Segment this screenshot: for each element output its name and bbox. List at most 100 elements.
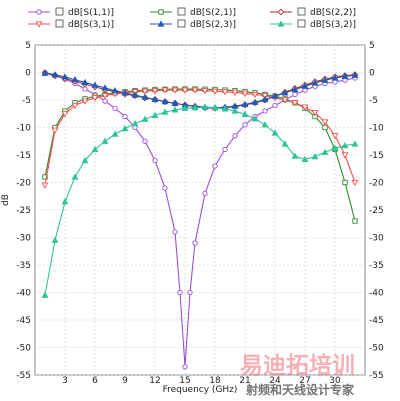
legend-checkbox[interactable] (177, 19, 186, 28)
data-point (351, 71, 359, 78)
data-point (311, 153, 319, 160)
data-point (181, 87, 189, 94)
data-point (161, 87, 169, 94)
y-ticks-right: 5 0 -5 -10 -15 -20 -25 -30 -35 -40 -45 -50 -55 (369, 41, 384, 381)
data-point (311, 109, 319, 117)
data-point (277, 20, 285, 27)
legend-checkbox[interactable] (297, 19, 306, 28)
data-point (181, 104, 189, 111)
series-4 (41, 87, 359, 189)
legend-item: dB[S(2,1)] (150, 7, 236, 18)
data-point (291, 85, 299, 93)
x-tick-label: 3 (62, 376, 68, 386)
data-point (131, 120, 139, 127)
y-tick-label-left: -30 (16, 234, 31, 244)
legend-checkbox[interactable] (177, 7, 186, 16)
data-point (152, 157, 158, 164)
data-point (151, 95, 159, 103)
data-point (141, 88, 149, 95)
y-tick-label-left: -50 (16, 344, 31, 354)
data-point (191, 87, 199, 94)
y-tick-label-right: -50 (369, 344, 384, 354)
y-tick-label-right: 0 (369, 69, 375, 79)
data-point (142, 138, 148, 144)
legend-item: dB[S(3,2)] (270, 19, 356, 30)
data-point (301, 82, 309, 89)
data-point (301, 104, 309, 111)
data-point (352, 218, 358, 224)
data-point (331, 133, 339, 140)
data-point (41, 291, 49, 298)
y-tick-label-right: -45 (369, 316, 384, 326)
data-point (211, 104, 219, 111)
data-point (122, 113, 128, 120)
data-point (187, 289, 193, 296)
y-tick-label-right: -5 (369, 96, 378, 106)
data-point (261, 95, 269, 103)
data-point (231, 107, 239, 114)
x-tick-label: 15 (179, 376, 190, 386)
y-tick-label-right: -25 (369, 206, 384, 216)
data-point (291, 152, 299, 159)
y-tick-label-right: -35 (369, 261, 384, 271)
legend-checkbox[interactable] (55, 7, 64, 16)
data-point (191, 104, 199, 111)
y-tick-label-left: -15 (16, 151, 31, 161)
y-tick-label-left: -10 (16, 124, 31, 134)
data-point (151, 111, 159, 119)
data-point (157, 20, 165, 27)
data-point (201, 103, 209, 110)
legend-checkbox[interactable] (297, 7, 306, 16)
y-tick-label-left: 5 (25, 41, 31, 51)
data-point (101, 137, 109, 144)
data-point (42, 174, 48, 180)
watermark-logo-text: 易迪拓培训 (240, 352, 355, 379)
data-point (51, 127, 59, 134)
grid (35, 44, 365, 376)
legend-item: dB[S(2,3)] (150, 19, 236, 30)
data-point (241, 100, 249, 108)
data-point (271, 129, 279, 136)
data-point (151, 87, 159, 95)
x-tick-label: 24 (269, 376, 281, 386)
data-point (241, 110, 249, 117)
data-point (202, 190, 208, 197)
legend-label: dB[S(2,2)] (310, 8, 356, 18)
x-tick-label: 6 (92, 376, 98, 386)
series-layer (41, 69, 359, 370)
data-point (341, 152, 349, 159)
data-point (272, 102, 278, 109)
data-point (101, 84, 109, 91)
x-axis-title: Frequency (GHz) (163, 385, 238, 395)
data-point (277, 8, 285, 16)
data-point (35, 21, 43, 28)
data-point (121, 89, 129, 96)
data-point (351, 179, 359, 187)
y-tick-label-left: -25 (16, 206, 31, 216)
data-point (182, 364, 188, 370)
data-point (311, 79, 319, 86)
data-point (112, 105, 118, 111)
data-point (222, 146, 228, 153)
data-point (251, 91, 259, 99)
data-point (111, 87, 119, 94)
data-point (172, 229, 178, 235)
data-point (161, 98, 169, 105)
data-point (271, 92, 279, 99)
data-point (211, 88, 219, 95)
data-point (281, 140, 289, 147)
data-point (321, 76, 329, 83)
data-point (161, 108, 169, 115)
data-point (331, 144, 339, 152)
data-point (71, 76, 79, 83)
legend-label: dB[S(3,2)] (310, 20, 356, 30)
data-point (261, 121, 269, 128)
data-point (281, 97, 289, 104)
data-point (251, 115, 259, 122)
y-tick-label-left: -40 (16, 289, 31, 299)
data-point (192, 240, 198, 246)
data-point (177, 289, 183, 296)
legend-checkbox[interactable] (55, 19, 64, 28)
data-point (281, 89, 289, 96)
series-6 (41, 103, 359, 298)
